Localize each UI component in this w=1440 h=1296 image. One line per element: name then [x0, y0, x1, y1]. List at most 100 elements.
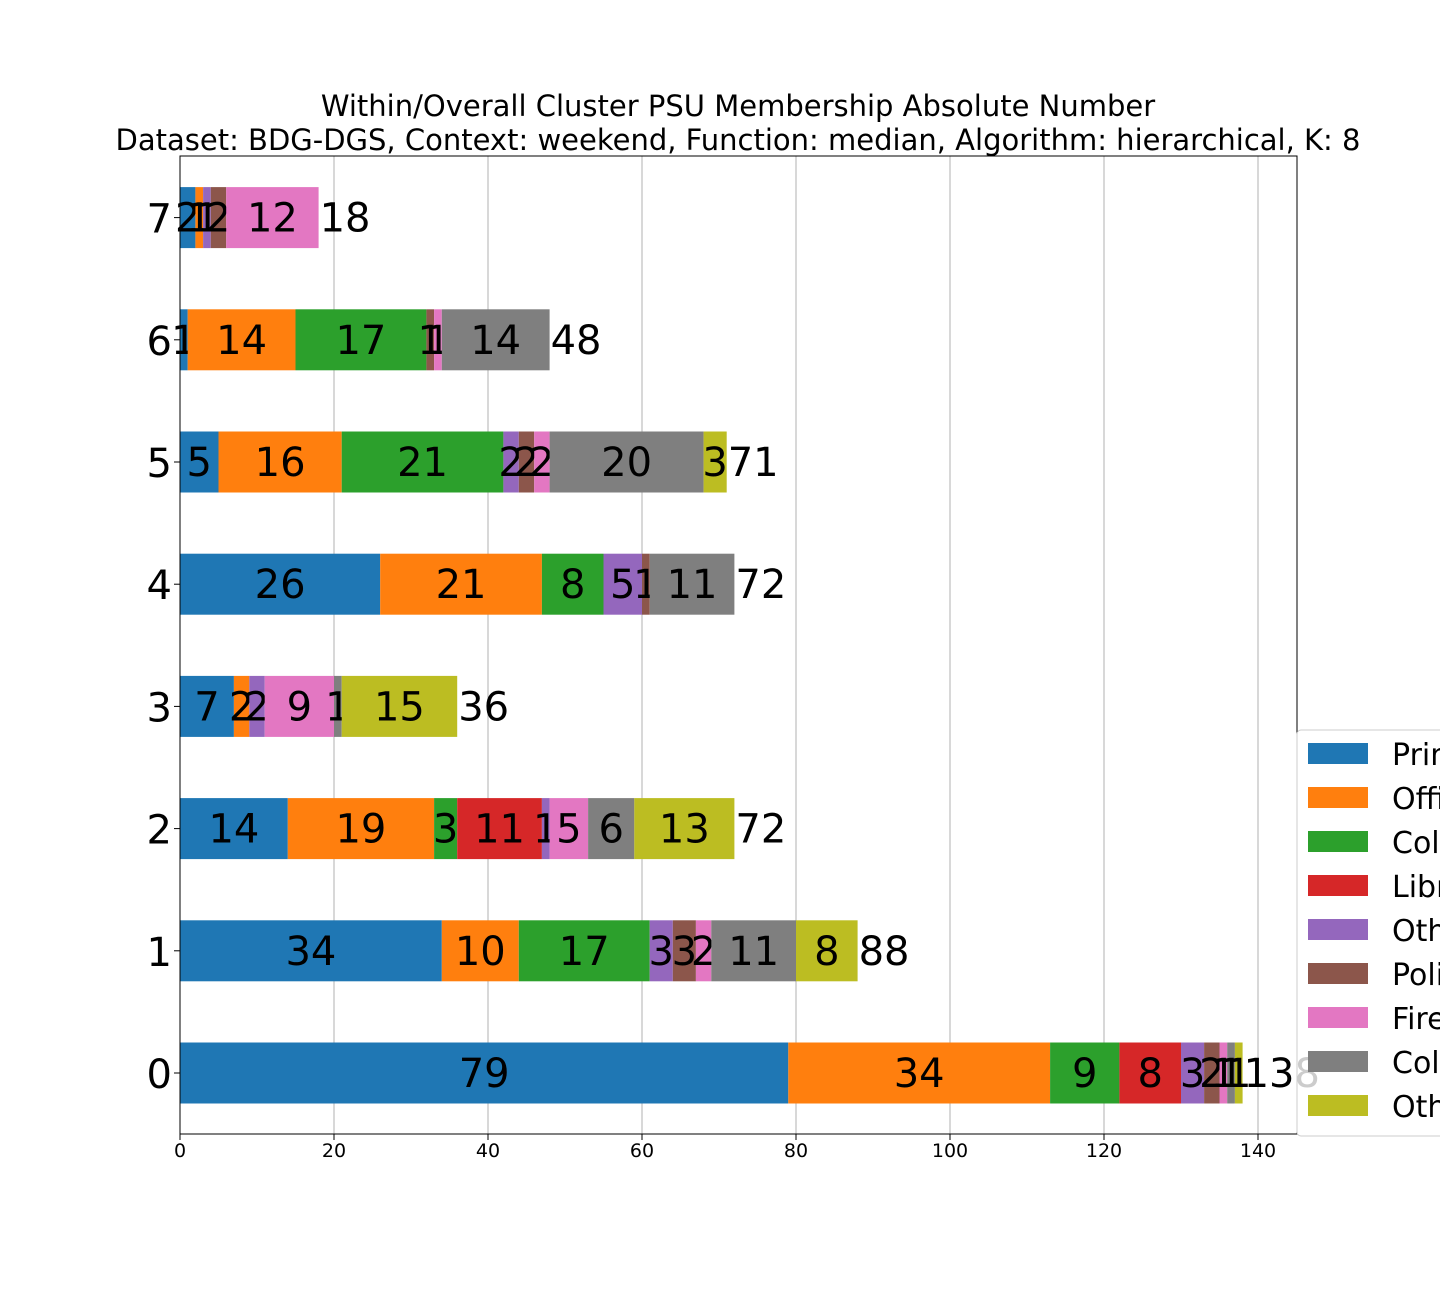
- segment-label: 1: [1226, 1051, 1251, 1097]
- segment-label: 34: [894, 1051, 945, 1097]
- bar-total-label: 36: [458, 684, 509, 730]
- bar-segment: [549, 431, 704, 493]
- legend-label: Col: [1392, 826, 1440, 861]
- segment-label: 12: [247, 196, 298, 242]
- bar-total-label: 48: [551, 318, 602, 364]
- bar-segment: [634, 798, 735, 860]
- bar-segment: [703, 431, 727, 493]
- segment-label: 20: [601, 440, 652, 486]
- y-tick-label: 0: [147, 1052, 172, 1098]
- x-tick-label: 120: [1086, 1140, 1122, 1162]
- legend-swatch: [1308, 1051, 1368, 1072]
- bar-segment: [1234, 1042, 1243, 1104]
- bar-segment: [380, 553, 542, 615]
- bar-segment: [249, 675, 265, 737]
- segment-label: 3: [702, 440, 727, 486]
- segment-label: 11: [474, 807, 525, 853]
- bar-segment: [334, 675, 342, 737]
- x-tick-label: 60: [630, 1140, 654, 1162]
- segment-label: 3: [672, 929, 697, 975]
- bar-segment: [210, 187, 227, 249]
- legend-swatch: [1308, 831, 1368, 852]
- bar-segment: [788, 1042, 1051, 1104]
- bar-segment: [1119, 1042, 1181, 1104]
- plot-frame: [179, 155, 1298, 1135]
- bar-segment: [434, 798, 458, 860]
- bar-segment: [180, 431, 219, 493]
- segment-label: 17: [559, 929, 610, 975]
- segment-label: 11: [667, 562, 718, 608]
- bar-segment: [180, 309, 188, 371]
- bar-total-label: 72: [735, 807, 786, 853]
- bar-segment: [1050, 1042, 1120, 1104]
- bar-segment: [264, 675, 334, 737]
- segment-label: 14: [216, 318, 267, 364]
- x-tick-label: 100: [932, 1140, 968, 1162]
- segment-label: 19: [335, 807, 386, 853]
- segment-label: 17: [335, 318, 386, 364]
- x-tick-label: 40: [476, 1140, 500, 1162]
- segment-label: 7: [194, 684, 219, 730]
- segment-label: 5: [187, 440, 212, 486]
- bar-segment: [180, 675, 234, 737]
- legend-label: Oth: [1392, 914, 1440, 949]
- bar-segment: [1181, 1042, 1205, 1104]
- segment-label: 8: [560, 562, 585, 608]
- bar-segment: [187, 309, 296, 371]
- segment-label: 26: [255, 562, 306, 608]
- bar-segment: [541, 553, 604, 615]
- y-tick-label: 2: [147, 808, 172, 854]
- segment-label: 14: [470, 318, 521, 364]
- legend-swatch: [1308, 743, 1368, 764]
- segment-label: 5: [556, 807, 581, 853]
- bar-segment: [226, 187, 319, 249]
- gridlines: [179, 156, 1259, 1134]
- segment-label: 21: [397, 440, 448, 486]
- segment-label: 3: [1180, 1051, 1205, 1097]
- y-tick-label: 4: [147, 563, 172, 609]
- chart-subtitle: Dataset: BDG-DGS, Context: weekend, Func…: [116, 123, 1361, 157]
- legend-swatch: [1308, 919, 1368, 940]
- bar-segment: [503, 431, 519, 493]
- segment-label: 21: [436, 562, 487, 608]
- bar-segment: [534, 431, 550, 493]
- legend-label: Poli: [1392, 958, 1440, 993]
- chart-title: Within/Overall Cluster PSU Membership Ab…: [321, 89, 1155, 123]
- legend-label: Offi: [1392, 782, 1440, 817]
- bar-segment: [218, 431, 342, 493]
- x-tick-label: 20: [322, 1140, 346, 1162]
- bar-segment: [180, 553, 381, 615]
- legend-label: Oth: [1392, 1090, 1440, 1125]
- bar-segment: [672, 920, 696, 982]
- bar-segment: [233, 675, 250, 737]
- y-tick-label: 1: [147, 930, 172, 976]
- y-tick-label: 7: [147, 197, 172, 243]
- segment-label: 6: [598, 807, 623, 853]
- segment-label: 15: [374, 684, 425, 730]
- bar-segment: [603, 553, 642, 615]
- bar-segment: [441, 920, 519, 982]
- segment-label: 9: [287, 684, 312, 730]
- segment-label: 3: [649, 929, 674, 975]
- bar-total-label: 18: [320, 196, 371, 242]
- bar-segment: [518, 920, 650, 982]
- x-tick-label: 80: [784, 1140, 808, 1162]
- bar-segment: [457, 798, 542, 860]
- legend-label: Libr: [1392, 870, 1440, 905]
- bar-segment: [180, 920, 442, 982]
- bar-segment: [341, 675, 458, 737]
- y-tick-label: 3: [147, 685, 172, 731]
- bar-segment: [796, 920, 858, 982]
- legend-swatch: [1308, 1095, 1368, 1116]
- bar-segment: [649, 553, 735, 615]
- segment-label: 5: [610, 562, 635, 608]
- bar-total-label: 71: [728, 440, 779, 486]
- bar-total-label: 72: [735, 562, 786, 608]
- segment-label: 14: [208, 807, 259, 853]
- bar-segment: [195, 187, 204, 249]
- legend-label: Fire: [1392, 1002, 1440, 1037]
- bar-segment: [588, 798, 635, 860]
- bar-segment: [434, 309, 442, 371]
- bar-segment: [1219, 1042, 1228, 1104]
